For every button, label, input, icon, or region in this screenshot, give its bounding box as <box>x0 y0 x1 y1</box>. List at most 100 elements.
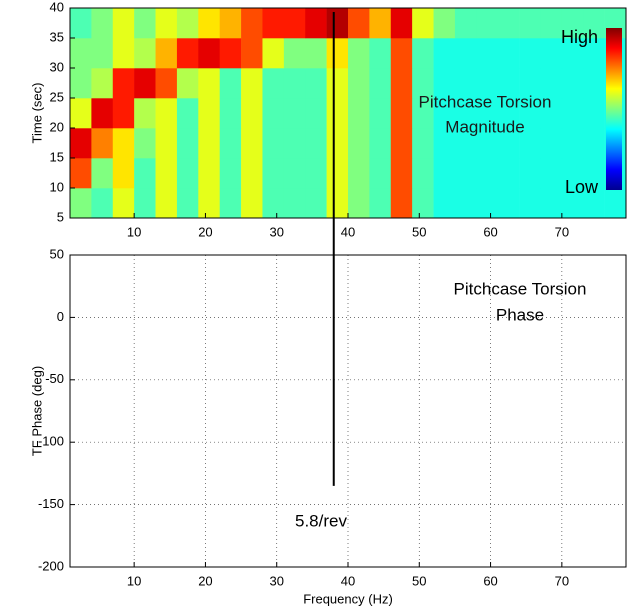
heatmap-cell <box>70 188 92 219</box>
heatmap-cell <box>155 188 178 219</box>
x-tick-label: 50 <box>412 224 426 239</box>
heatmap-cell <box>476 68 498 99</box>
y-tick-label: -150 <box>38 496 64 511</box>
heatmap-cell <box>348 68 370 99</box>
heatmap-cell <box>176 98 199 129</box>
heatmap-cell <box>348 188 370 219</box>
heatmap-cell <box>583 8 605 39</box>
heatmap-cell <box>305 68 327 99</box>
heatmap-cell <box>519 8 541 39</box>
heatmap-cell <box>305 188 327 219</box>
heatmap-cell <box>176 68 199 99</box>
heatmap-cell <box>305 8 327 39</box>
heatmap-cell <box>262 68 285 99</box>
y-tick-label: 50 <box>50 246 64 261</box>
heatmap-cell <box>497 158 520 189</box>
heatmap-cell <box>283 128 306 159</box>
annotation: Pitchcase Torsion <box>419 92 552 111</box>
heatmap-cell <box>176 188 199 219</box>
heatmap-cell <box>519 68 541 99</box>
heatmap-cell <box>433 128 456 159</box>
x-axis-label: Frequency (Hz) <box>303 591 393 606</box>
heatmap-cell <box>219 38 242 69</box>
y-tick-label: 10 <box>50 179 64 194</box>
heatmap-cell <box>70 128 92 159</box>
heatmap-cell <box>326 98 349 129</box>
y-axis-label: Time (sec) <box>29 83 44 144</box>
heatmap-cell <box>561 158 584 189</box>
annotation: Pitchcase Torsion <box>454 279 587 298</box>
heatmap-cell <box>433 38 456 69</box>
heatmap-cell <box>198 188 220 219</box>
heatmap-cell <box>476 128 498 159</box>
y-tick-label: 20 <box>50 119 64 134</box>
heatmap-cell <box>583 158 605 189</box>
heatmap-cell <box>283 68 306 99</box>
heatmap-cell <box>519 188 541 219</box>
heatmap-cell <box>519 158 541 189</box>
heatmap-cell <box>112 98 135 129</box>
heatmap-cell <box>198 128 220 159</box>
heatmap-cell <box>198 98 220 129</box>
heatmap-cell <box>91 38 114 69</box>
heatmap-cell <box>476 98 498 129</box>
x-tick-label: 40 <box>341 224 355 239</box>
x-tick-label: 70 <box>555 573 569 588</box>
heatmap-cell <box>583 38 605 69</box>
heatmap-cell <box>305 128 327 159</box>
heatmap-cell <box>412 38 434 69</box>
heatmap-cell <box>454 38 477 69</box>
heatmap-cell <box>497 68 520 99</box>
y-tick-label: 0 <box>57 309 64 324</box>
heatmap-cell <box>283 158 306 189</box>
heatmap-cell <box>390 128 413 159</box>
heatmap-cell <box>283 188 306 219</box>
heatmap-cell <box>412 128 434 159</box>
y-tick-label: -50 <box>45 371 64 386</box>
heatmap-cell <box>134 98 156 129</box>
heatmap-cell <box>262 38 285 69</box>
colorbar-label: High <box>561 27 598 47</box>
heatmap-cell <box>369 98 392 129</box>
y-axis-label: TF Phase (deg) <box>29 366 44 456</box>
heatmap-cell <box>497 38 520 69</box>
heatmap-cell <box>70 38 92 69</box>
y-tick-label: 15 <box>50 149 64 164</box>
heatmap-cell <box>390 68 413 99</box>
heatmap-cell <box>348 128 370 159</box>
heatmap-cell <box>198 158 220 189</box>
y-tick-label: 5 <box>57 209 64 224</box>
plot-frame <box>69 7 627 219</box>
annotation: Phase <box>496 305 544 324</box>
heatmap-cell <box>134 158 156 189</box>
heatmap-cell <box>412 68 434 99</box>
heatmap-cell <box>583 68 605 99</box>
heatmap-cell <box>91 158 114 189</box>
heatmap-cell <box>241 158 263 189</box>
heatmap-cell <box>326 38 349 69</box>
heatmap-cell <box>583 188 605 219</box>
heatmap-cell <box>112 128 135 159</box>
heatmap-cell <box>540 128 563 159</box>
heatmap-cell <box>412 188 434 219</box>
heatmap-cell <box>454 188 477 219</box>
heatmap-cell <box>176 38 199 69</box>
heatmap-cell <box>70 98 92 129</box>
heatmap-cell <box>91 188 114 219</box>
heatmap-cell <box>155 8 178 39</box>
heatmap-cell <box>433 68 456 99</box>
heatmap-cell <box>433 158 456 189</box>
heatmap-cell <box>348 8 370 39</box>
heatmap-cell <box>155 68 178 99</box>
y-tick-label: -100 <box>38 434 64 449</box>
heatmap-cell <box>241 8 263 39</box>
heatmap-cell <box>155 98 178 129</box>
heatmap-cell <box>262 158 285 189</box>
heatmap-cell <box>305 98 327 129</box>
x-tick-label: 40 <box>341 573 355 588</box>
heatmap-cell <box>91 98 114 129</box>
heatmap-cell <box>497 188 520 219</box>
heatmap-cell <box>70 158 92 189</box>
heatmap-cell <box>112 68 135 99</box>
y-tick-label: -200 <box>38 558 64 573</box>
